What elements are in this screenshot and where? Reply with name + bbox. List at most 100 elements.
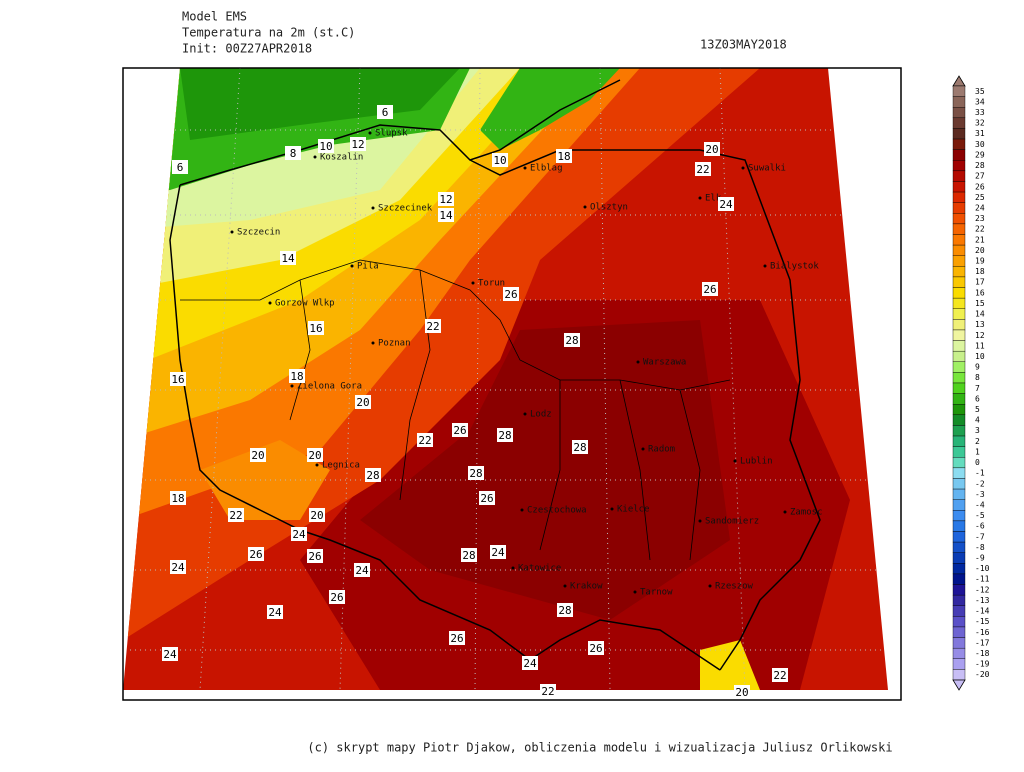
colorbar-label: -17 [975, 638, 990, 647]
colorbar-cell [952, 149, 966, 161]
colorbar-cell [952, 457, 966, 469]
colorbar-cell [952, 520, 966, 532]
contour-label: 18 [557, 150, 570, 163]
contour-label: 20 [251, 449, 264, 462]
city-dot [610, 507, 614, 511]
city-label: Sandomierz [705, 517, 759, 527]
contour-label: 22 [541, 685, 554, 698]
colorbar-cell [952, 647, 966, 659]
colorbar-label: 33 [975, 108, 985, 117]
city-dot [641, 447, 645, 451]
contour-label: 12 [439, 193, 452, 206]
colorbar-cell [952, 361, 966, 373]
colorbar-cell [952, 626, 966, 638]
city-label: Koszalin [320, 153, 363, 163]
contour-label: 16 [171, 373, 184, 386]
colorbar-label: -5 [975, 511, 985, 520]
colorbar-label: 2 [975, 437, 980, 446]
colorbar-label: 4 [975, 416, 980, 425]
city-label: Zielona Gora [297, 382, 362, 392]
colorbar-label: -15 [975, 617, 990, 626]
colorbar-cell [952, 255, 966, 267]
contour-label: 14 [439, 209, 453, 222]
colorbar-cell [952, 404, 966, 416]
colorbar-cell [952, 435, 966, 447]
colorbar-label: -14 [975, 607, 990, 616]
colorbar-label: 8 [975, 373, 980, 382]
city-dot [698, 519, 702, 523]
colorbar-label: 12 [975, 331, 985, 340]
colorbar-label: 17 [975, 278, 985, 287]
colorbar-label: -9 [975, 554, 985, 563]
colorbar-label: 24 [975, 203, 985, 212]
city-label: Poznan [378, 339, 411, 349]
contour-label-box [734, 685, 750, 699]
colorbar-cell [952, 605, 966, 617]
colorbar-label: -18 [975, 649, 990, 658]
colorbar-cell [952, 541, 966, 553]
contour-label: 26 [453, 424, 466, 437]
contour-label: 26 [504, 288, 517, 301]
city-dot [733, 459, 737, 463]
contour-label-box [377, 105, 393, 119]
colorbar-label: 7 [975, 384, 980, 393]
city-label: Krakow [570, 582, 603, 592]
contour-label-box [162, 647, 178, 661]
contour-label: 14 [281, 252, 295, 265]
colorbar-label: 35 [975, 87, 985, 96]
city-dot [636, 360, 640, 364]
colorbar-label: 14 [975, 310, 985, 319]
contour-label: 22 [773, 669, 786, 682]
contour-label: 28 [573, 441, 586, 454]
city-dot [698, 196, 702, 200]
contour-label-box [564, 333, 580, 347]
colorbar-cell [952, 446, 966, 458]
city-dot [290, 384, 294, 388]
contour-label-box [718, 197, 734, 211]
contour-label-box [468, 466, 484, 480]
contour-label-box [772, 668, 788, 682]
city-label: Warszawa [643, 358, 686, 368]
contour-label: 20 [705, 143, 718, 156]
city-dot [708, 584, 712, 588]
contour-label-box [308, 321, 324, 335]
city-dot [268, 301, 272, 305]
colorbar-cell [952, 563, 966, 575]
contour-label: 24 [292, 528, 306, 541]
colorbar-cell [952, 584, 966, 596]
colorbar: 3534333231302928272625242322212019181716… [952, 75, 990, 691]
contour-label-box [170, 372, 186, 386]
colorbar-cell [952, 107, 966, 119]
contour-label-box [522, 656, 538, 670]
colorbar-label: -11 [975, 575, 990, 584]
city-dot [371, 206, 375, 210]
colorbar-cell [952, 308, 966, 320]
colorbar-top-arrow [952, 75, 966, 87]
colorbar-label: 16 [975, 288, 985, 297]
colorbar-cell [952, 467, 966, 479]
colorbar-cell [952, 128, 966, 140]
temperature-field [123, 68, 888, 690]
colorbar-cell [952, 276, 966, 288]
colorbar-label: 34 [975, 97, 985, 106]
contour-label: 20 [308, 449, 321, 462]
colorbar-cell [952, 117, 966, 129]
city-dot [230, 230, 234, 234]
contour-label-box [355, 395, 371, 409]
city-label: Pila [357, 262, 379, 272]
contour-label-box [572, 440, 588, 454]
contour-label-box [438, 208, 454, 222]
model-title: Model EMS [182, 10, 247, 24]
colorbar-cell [952, 191, 966, 203]
colorbar-cell [952, 340, 966, 352]
contour-label-box [248, 547, 264, 561]
city-dot [350, 264, 354, 268]
colorbar-label: -4 [975, 500, 985, 509]
city-label: Lodz [530, 410, 552, 420]
contour-label-box [557, 603, 573, 617]
contour-label: 22 [426, 320, 439, 333]
contour-label-box [291, 527, 307, 541]
colorbar-label: 10 [975, 352, 985, 361]
contour-label: 24 [523, 657, 537, 670]
contour-label: 6 [382, 106, 389, 119]
